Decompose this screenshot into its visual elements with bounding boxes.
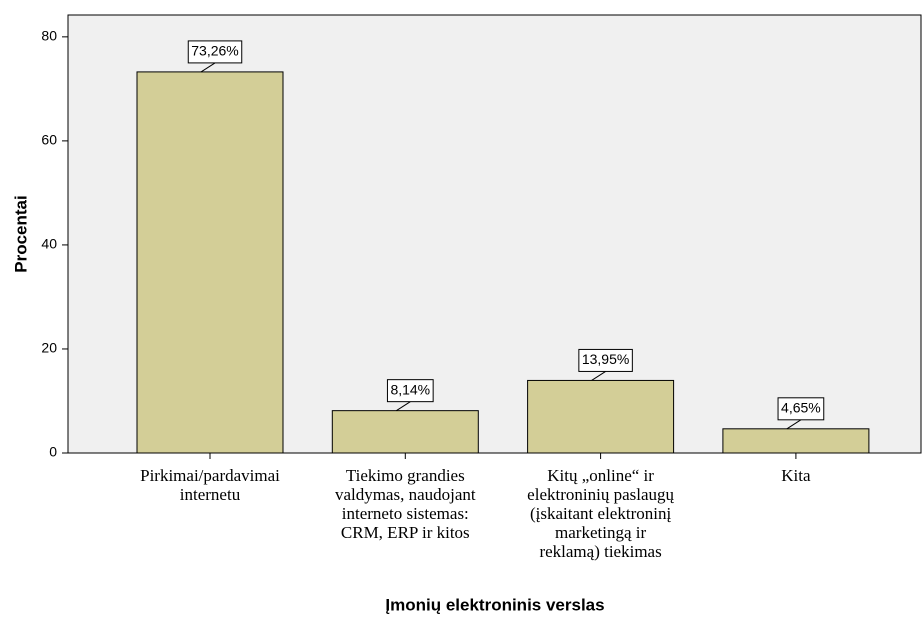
x-tick-label: Tiekimo grandies valdymas, naudojant inter… [335,466,476,542]
y-tick-label: 20 [41,340,57,356]
label-leader [591,371,606,381]
y-tick-label: 0 [49,444,57,460]
x-tick-label: Pirkimai/pardavimai internetu [140,466,280,504]
y-tick-label: 40 [41,236,57,252]
x-axis-title: Įmonių elektroninis verslas [385,595,604,614]
y-tick-label: 80 [41,28,57,44]
y-tick-label: 60 [41,132,57,148]
value-label: 73,26% [191,43,238,59]
x-tick-label: Kita [781,466,811,485]
value-label: 8,14% [390,381,430,397]
value-label-box [777,397,825,421]
bar [136,71,284,454]
bar [527,379,675,454]
value-label: 13,95% [582,351,629,367]
value-label-box [187,40,243,64]
label-leader [786,419,802,430]
x-tick-label: Kitų „online“ ir elektroninių paslaugų (įs… [527,466,674,561]
y-axis-title: Procentai [11,195,30,272]
bar [331,410,479,454]
label-leader [396,401,411,412]
label-leader [200,62,216,73]
value-label-box [578,348,633,372]
value-label: 4,65% [781,400,821,416]
bar [722,428,870,454]
value-label-box [386,379,434,403]
